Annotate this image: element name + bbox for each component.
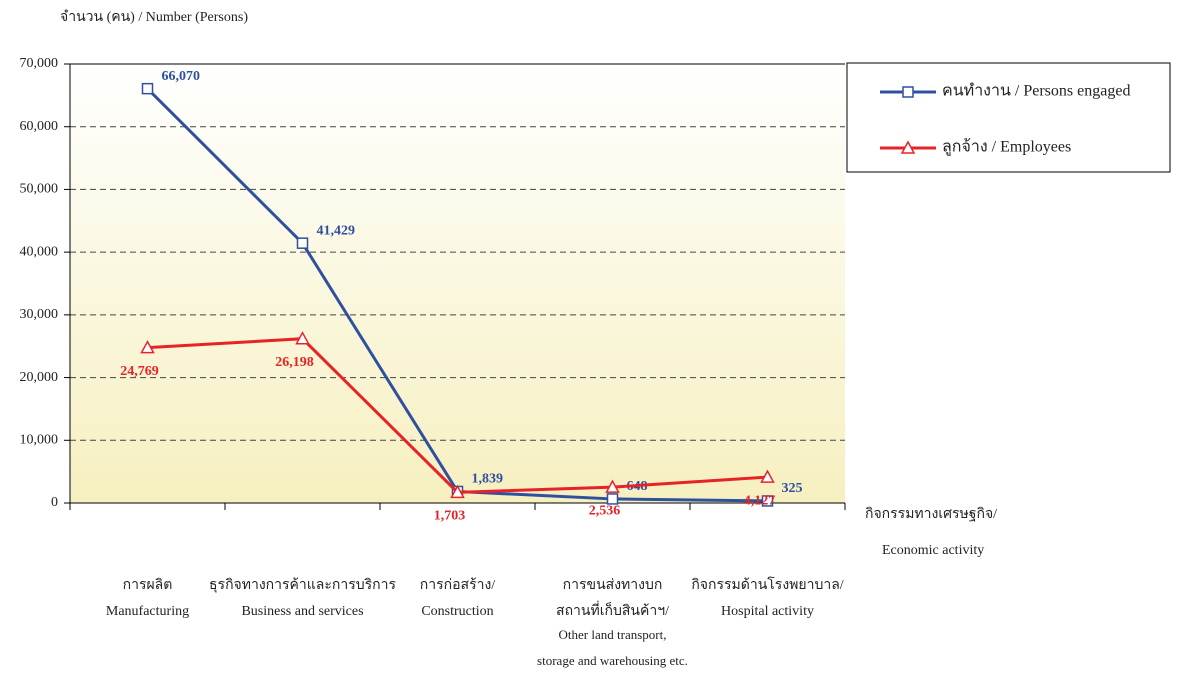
data-point xyxy=(761,495,774,507)
data-point xyxy=(140,340,155,354)
x-tick-label: ธุรกิจทางการค้าและการบริการ xyxy=(209,577,396,593)
y-tick-label: 20,000 xyxy=(20,370,59,385)
x-axis-label: กิจกรรมทางเศรษฐกิจ/ xyxy=(865,507,997,522)
data-label: 1,839 xyxy=(472,472,504,487)
data-point xyxy=(295,331,310,345)
y-tick-label: 30,000 xyxy=(20,307,59,322)
x-tick-label: การขนส่งทางบก xyxy=(563,578,663,593)
legend xyxy=(846,62,1171,173)
data-point xyxy=(605,479,620,493)
data-label: 24,769 xyxy=(120,364,159,379)
data-point xyxy=(606,493,619,505)
y-tick-label: 40,000 xyxy=(20,244,59,259)
x-tick-label: การก่อสร้าง/ xyxy=(420,577,496,593)
data-label: 41,429 xyxy=(317,223,356,238)
x-tick-label: สถานที่เก็บสินค้าฯ/ xyxy=(556,601,669,619)
x-tick-label: Construction xyxy=(421,604,493,619)
data-label: 2,536 xyxy=(589,503,621,518)
data-point xyxy=(296,237,309,249)
y-tick-label: 60,000 xyxy=(20,119,59,134)
y-tick-label: 0 xyxy=(51,495,58,510)
data-label: 26,198 xyxy=(275,355,314,370)
y-tick-label: 70,000 xyxy=(20,56,59,71)
x-tick-label: Business and services xyxy=(241,604,363,619)
data-point xyxy=(450,484,465,499)
data-label: 1,703 xyxy=(434,509,466,524)
data-label: 325 xyxy=(782,481,803,496)
y-tick-label: 50,000 xyxy=(20,182,59,197)
x-tick-label: การผลิต xyxy=(123,578,173,593)
x-tick-label: กิจกรรมด้านโรงพยาบาล/ xyxy=(691,576,843,593)
y-tick-label: 10,000 xyxy=(20,433,59,448)
y-axis-label: จำนวน (คน) / Number (Persons) xyxy=(60,10,248,25)
legend-label: คนทำงาน / Persons engaged xyxy=(942,83,1130,100)
x-tick-label: Hospital activity xyxy=(721,604,814,619)
legend-label: ลูกจ้าง / Employees xyxy=(942,138,1071,157)
data-point xyxy=(760,469,775,483)
legend-marker xyxy=(902,86,914,98)
legend-marker xyxy=(900,140,916,154)
plot-area xyxy=(70,64,845,503)
data-label: 66,070 xyxy=(162,69,201,84)
x-tick-label: Other land transport, xyxy=(559,627,667,642)
x-tick-label: storage and warehousing etc. xyxy=(537,653,688,668)
data-label: 4,127 xyxy=(744,493,776,508)
x-tick-label: Manufacturing xyxy=(106,604,189,619)
data-point xyxy=(141,82,154,95)
x-axis-label: Economic activity xyxy=(882,543,984,558)
